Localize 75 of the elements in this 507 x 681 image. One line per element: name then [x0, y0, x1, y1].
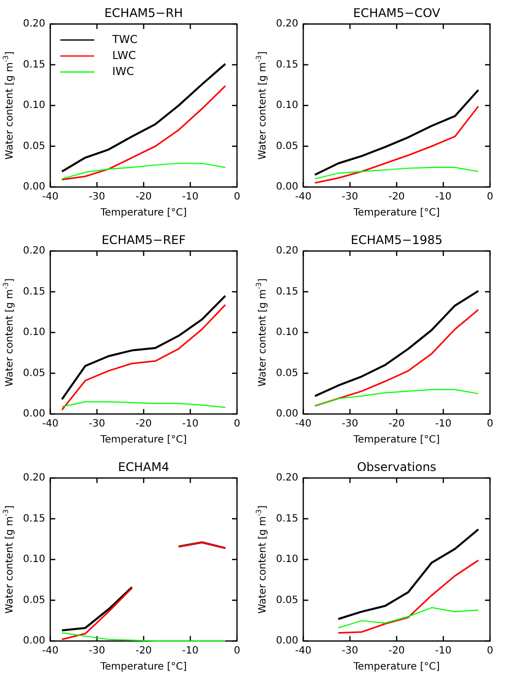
- chart-title: Observations: [356, 460, 436, 474]
- y-tick-label: 0.20: [276, 18, 298, 30]
- x-tick-label: 0: [486, 192, 494, 203]
- legend-label: LWC: [112, 48, 136, 62]
- y-tick-label: 0.10: [276, 327, 298, 338]
- y-tick-label: 0.10: [23, 100, 46, 112]
- x-tick-label: -10: [435, 192, 452, 203]
- y-tick-label: 0.05: [276, 594, 298, 606]
- x-tick-label: -40: [295, 418, 312, 430]
- y-tick-label: 0.00: [276, 408, 298, 420]
- y-tick-label: 0.15: [23, 286, 46, 298]
- x-tick-label: -40: [295, 646, 312, 657]
- y-tick-label: 0.15: [276, 513, 298, 524]
- y-tick-label: 0.00: [276, 182, 298, 193]
- y-tick-label: 0.05: [23, 140, 46, 152]
- x-tick-label: -10: [182, 646, 198, 657]
- x-tick-label: 0: [486, 646, 494, 657]
- chart-title: ECHAM4: [118, 460, 170, 474]
- y-tick-label: 0.00: [23, 182, 46, 193]
- x-tick-label: -30: [342, 418, 358, 430]
- x-tick-label: -40: [42, 418, 58, 430]
- y-tick-label: 0.10: [276, 554, 298, 566]
- y-tick-label: 0.05: [23, 594, 46, 606]
- y-tick-label: 0.20: [23, 18, 46, 30]
- x-axis-title: Temperature [°C]: [352, 434, 440, 446]
- x-tick-label: -20: [135, 192, 152, 203]
- x-tick-label: 0: [234, 192, 240, 203]
- x-axis-title: Temperature [°C]: [352, 662, 440, 673]
- x-tick-label: -30: [88, 646, 106, 657]
- y-tick-label: 0.15: [276, 59, 298, 70]
- x-axis-title: Temperature [°C]: [99, 208, 187, 219]
- y-tick-label: 0.20: [276, 246, 298, 257]
- x-tick-label: -30: [342, 192, 358, 203]
- x-tick-label: -10: [435, 646, 452, 657]
- y-tick-label: 0.00: [23, 408, 46, 420]
- x-tick-label: 0: [234, 418, 240, 430]
- x-tick-label: -10: [182, 192, 198, 203]
- x-tick-label: -20: [388, 192, 405, 203]
- x-tick-label: -20: [388, 418, 405, 430]
- y-tick-label: 0.20: [276, 472, 298, 484]
- x-axis-title: Temperature [°C]: [99, 434, 187, 446]
- y-tick-label: 0.00: [276, 636, 298, 647]
- x-tick-label: -30: [88, 418, 106, 430]
- x-tick-label: 0: [234, 646, 240, 657]
- x-tick-label: 0: [486, 418, 494, 430]
- y-tick-label: 0.00: [23, 636, 46, 647]
- y-tick-label: 0.10: [23, 554, 46, 566]
- x-tick-label: -30: [342, 646, 358, 657]
- x-tick-label: -20: [135, 418, 152, 430]
- y-tick-label: 0.15: [23, 59, 46, 70]
- x-tick-label: -20: [135, 646, 152, 657]
- x-tick-label: -40: [295, 192, 312, 203]
- x-tick-label: -40: [42, 192, 58, 203]
- x-tick-label: -30: [88, 192, 106, 203]
- chart-title: ECHAM5−RH: [104, 6, 183, 20]
- x-tick-label: -20: [388, 646, 405, 657]
- x-tick-label: -40: [42, 646, 58, 657]
- legend-label: IWC: [112, 64, 134, 78]
- x-tick-label: -10: [435, 418, 452, 430]
- x-tick-label: -10: [182, 418, 198, 430]
- y-tick-label: 0.05: [276, 368, 298, 379]
- chart-title: ECHAM5−COV: [353, 6, 441, 20]
- y-tick-label: 0.10: [276, 100, 298, 112]
- y-tick-label: 0.10: [23, 327, 46, 338]
- y-tick-label: 0.15: [276, 286, 298, 298]
- y-tick-label: 0.20: [23, 246, 46, 257]
- y-tick-label: 0.05: [276, 140, 298, 152]
- legend-label: TWC: [111, 32, 138, 46]
- y-tick-label: 0.05: [23, 368, 46, 379]
- x-axis-title: Temperature [°C]: [352, 208, 440, 219]
- chart-title: ECHAM5−1985: [350, 233, 443, 248]
- y-tick-label: 0.15: [23, 513, 46, 524]
- x-axis-title: Temperature [°C]: [99, 662, 187, 673]
- y-tick-label: 0.20: [23, 472, 46, 484]
- chart-title: ECHAM5−REF: [102, 233, 186, 248]
